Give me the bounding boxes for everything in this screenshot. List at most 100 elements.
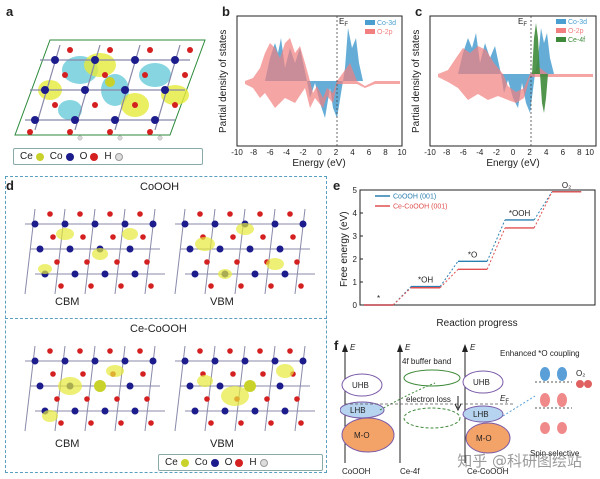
- structure-ce-cooh-vbm: [174, 345, 316, 432]
- legend-d-o-label: O: [224, 457, 233, 468]
- o-dot-icon: [90, 152, 99, 161]
- ytick-label: 4: [353, 209, 358, 218]
- h-dot-icon: [259, 458, 268, 467]
- energy-connector-1-0: [392, 287, 412, 306]
- f-col1-lhb-label: LHB: [350, 406, 366, 415]
- pdos-c-legend-o2p-swatch: [556, 28, 566, 33]
- f-o2-atom-2: [584, 380, 592, 388]
- chart-e-legend-label-2: Ce-CoOOH (001): [393, 204, 447, 211]
- xtick: 4: [544, 148, 549, 157]
- f-down-arrow-icon: [454, 396, 462, 412]
- ytick-label: 5: [353, 186, 358, 195]
- f-spin-orbitals-middle: [540, 393, 567, 407]
- xtick: -8: [443, 148, 451, 157]
- legend-d-ce-label: Ce: [165, 457, 178, 468]
- step-label: *OH: [418, 276, 433, 285]
- h-dot-icon: [114, 152, 123, 161]
- pdos-c-ce4f-area: [532, 23, 548, 113]
- panel-label-c: c: [415, 4, 423, 19]
- pdos-b-legend-co3d-label: Co-3d: [377, 20, 396, 27]
- o-atoms: [27, 47, 193, 135]
- legend-d-o: O: [225, 457, 244, 468]
- xtick: -6: [266, 148, 274, 157]
- f-col1-mo: [341, 417, 395, 453]
- xtick: 6: [367, 148, 372, 157]
- f-col3-uhb: [462, 370, 504, 394]
- structure-ce-cooh-cbm: [24, 345, 166, 432]
- legend-d: Ce Co O H: [158, 454, 323, 471]
- legend-a-o: O: [80, 151, 99, 162]
- xtick: -4: [476, 148, 484, 157]
- energy-connector-0-1: [439, 261, 459, 287]
- pdos-b-legend-co3d-swatch: [365, 20, 375, 25]
- f-col3-label: Ce-CoOOH: [467, 467, 509, 476]
- f-col3-lhb-label: LHB: [473, 410, 489, 419]
- xtick: -2: [299, 148, 307, 157]
- pdos-c-legend-o2p-label: O-2p: [568, 28, 584, 35]
- f-col1-e-label: E: [350, 343, 356, 352]
- f-fermi-level-label: EF: [500, 394, 509, 405]
- f-buffer-band-label: 4f buffer band: [402, 357, 451, 366]
- pdos-c-ef-label: EF: [518, 17, 527, 28]
- step-label: *: [377, 294, 380, 303]
- xtick: 0: [317, 148, 322, 157]
- legend-d-ce: Ce: [165, 457, 189, 468]
- xtick: -10: [424, 148, 436, 157]
- f-spin-selective-label: Spin selective: [530, 449, 580, 458]
- f-col1-uhb: [341, 373, 383, 397]
- legend-a-h: H: [104, 151, 123, 162]
- f-col1-arrow-icon: [342, 344, 348, 352]
- chart-e-step-labels: * *OH *O *OOH O₂: [377, 182, 571, 303]
- co-dot-icon: [210, 458, 219, 467]
- xtick: -8: [250, 148, 258, 157]
- xtick: 8: [383, 148, 388, 157]
- f-col1-mo-label: M-O: [354, 431, 370, 440]
- xtick: -10: [231, 148, 243, 157]
- h-atoms: [77, 135, 163, 141]
- legend-a-ce: Ce: [20, 151, 44, 162]
- panel-d-top-title: CoOOH: [140, 181, 180, 193]
- panel-d-divider: [5, 318, 327, 319]
- co-atoms: [31, 56, 179, 124]
- xtick: -6: [460, 148, 468, 157]
- ytick-label: 2: [353, 255, 358, 264]
- f-col1-label: CoOOH: [342, 467, 371, 476]
- legend-a-o-label: O: [79, 151, 88, 162]
- f-col1-uhb-label: UHB: [352, 381, 369, 390]
- pdos-c-legend-ce4f-swatch: [556, 37, 566, 42]
- energy-connector-0-2: [486, 219, 506, 262]
- co-dot-icon: [65, 152, 74, 161]
- xtick: 0: [511, 148, 516, 157]
- o-dot-icon: [235, 458, 244, 467]
- panel-d-bottom-right-label: VBM: [210, 438, 234, 450]
- xtick: -4: [283, 148, 291, 157]
- structure-cooh-cbm: [24, 208, 166, 295]
- panel-e-free-energy-chart: Free energy (eV) 0 1 2 3 4 5 * *OH *O *OOH O₂ CoO…: [339, 182, 596, 329]
- chart-e-legend-label-1: CoOOH (001): [393, 194, 436, 201]
- chart-e-xlabel: Reaction progress: [436, 318, 517, 329]
- pdos-b-xlabel: Energy (eV): [292, 158, 345, 168]
- pdos-c-ylabel: Partial density of states: [411, 30, 422, 133]
- legend-d-co: Co: [195, 457, 219, 468]
- pdos-c-xticks: -10 -8 -6 -4 -2 0 2 4 6 8 10: [424, 148, 594, 157]
- f-col2-e-label: E: [405, 343, 411, 352]
- chart-e-yticks: 0 1 2 3 4 5: [353, 186, 363, 310]
- pdos-b-frame: [236, 15, 403, 147]
- pdos-c-legend-co3d-swatch: [556, 19, 566, 24]
- f-col2-arrow-icon: [397, 344, 403, 352]
- xtick: -2: [493, 148, 501, 157]
- pdos-b-o2p-area: [245, 38, 400, 108]
- pdos-b-co3d-area: [253, 28, 363, 118]
- f-4f-band-upper: [403, 369, 461, 387]
- ce-dot-icon: [35, 152, 44, 161]
- energy-connector-1-1: [439, 269, 459, 289]
- f-electron-loss-label: electron loss: [406, 395, 451, 404]
- xtick: 10: [398, 148, 407, 157]
- energy-connector-0-3: [533, 191, 553, 221]
- f-o2-label: O₂: [576, 369, 585, 378]
- xtick: 4: [350, 148, 355, 157]
- panel-d-top-right-label: VBM: [210, 296, 234, 308]
- ytick-label: 1: [353, 278, 358, 287]
- f-col3-lhb: [462, 405, 504, 423]
- ce-dot-icon: [180, 458, 189, 467]
